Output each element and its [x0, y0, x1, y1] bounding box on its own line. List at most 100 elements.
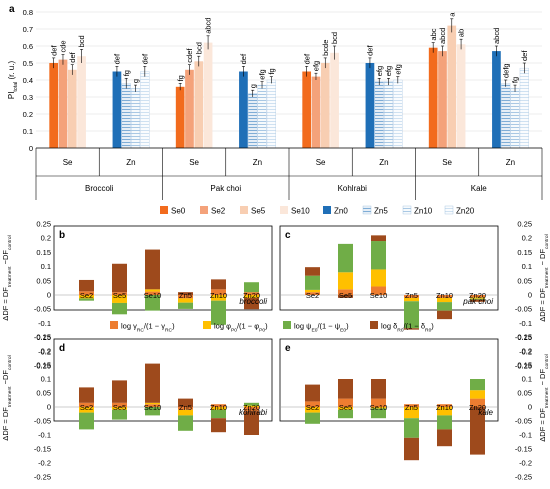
a-bar	[365, 63, 375, 148]
panel-category-label: Se2	[306, 403, 319, 412]
panel-category-label: Se5	[113, 291, 126, 300]
panel-frame-d	[53, 338, 273, 422]
panel-d-stack-segment	[112, 409, 127, 420]
panel-c-stack-segment	[371, 269, 386, 287]
a-significance-letter: a	[447, 12, 456, 17]
panel-b-stack-segment	[112, 295, 127, 303]
right-ylabel-bottom: ΔDF = DFtreatment − DFcontrol	[538, 354, 550, 441]
a-significance-letter: bcd	[330, 32, 339, 44]
a-significance-letter: def	[302, 53, 311, 64]
panel-e-stack-segment	[437, 404, 452, 407]
a-significance-letter: cdef	[185, 48, 194, 63]
panel-c-stack-segment	[371, 241, 386, 270]
a-ytick-label: 0.5	[23, 59, 33, 68]
text-span: )	[265, 322, 268, 331]
component-legend-swatch	[370, 321, 378, 329]
panel-c-stack-segment	[371, 235, 386, 242]
panel-category-label: Se5	[339, 291, 352, 300]
panel-ytick-label: 0	[528, 291, 532, 300]
panel-category-label: Zn5	[179, 403, 192, 412]
panel-ytick-label: -0.1	[38, 431, 51, 440]
panel-c-stack-segment	[404, 295, 419, 298]
a-group-label: Kohlrabi	[338, 184, 368, 193]
a-significance-letter: def	[239, 53, 248, 64]
a-bar	[320, 63, 330, 148]
a-bar	[510, 88, 520, 149]
a-subgroup-label: Se	[63, 158, 73, 167]
panel-category-label: Zn10	[436, 403, 453, 412]
a-significance-letter: def	[366, 45, 375, 56]
a-legend-label: Se2	[211, 207, 226, 216]
panel-d-stack-segment	[145, 363, 160, 403]
panel-e-stack-segment	[305, 384, 320, 402]
a-legend-swatch	[444, 205, 454, 215]
subscript-span: treatment	[544, 387, 550, 408]
panel-c-stack-segment	[470, 298, 485, 300]
a-bar	[447, 25, 457, 149]
panel-b-stack-segment	[244, 292, 259, 295]
a-legend-swatch	[160, 206, 168, 214]
panel-ytick-label: 0.2	[41, 234, 51, 243]
a-significance-letter: efg	[258, 69, 267, 79]
text-span: /(1 − γ	[144, 322, 165, 331]
text-span: ΔDF = DF	[538, 288, 547, 322]
panel-d-stack-segment	[145, 402, 160, 405]
panel-ytick-label: 0.15	[36, 361, 51, 370]
panel-e-stack-segment	[404, 407, 419, 419]
a-significance-letter: bcde	[321, 40, 330, 56]
a-significance-letter: abcd	[438, 28, 447, 44]
a-subgroup-label: Zn	[379, 158, 388, 167]
panel-c-stack-segment	[437, 297, 452, 303]
right-ylabel-top: ΔDF = DFtreatment − DFcontrol	[538, 234, 550, 321]
a-subgroup-label: Se	[442, 158, 452, 167]
panel-ytick-label: 0.25	[36, 220, 51, 229]
panel-d-stack-segment	[112, 407, 127, 410]
a-bar	[49, 63, 59, 148]
panel-c-stack-segment	[305, 292, 320, 295]
panel-frame-c	[279, 225, 499, 311]
panel-d-stack-segment	[211, 418, 226, 433]
panel-b-stack-segment	[145, 295, 160, 311]
panel-d-stack-segment	[211, 407, 226, 410]
a-significance-letter: ab	[457, 29, 466, 37]
panel-d-stack-segment	[244, 411, 259, 435]
a-legend-label: Zn10	[414, 207, 433, 216]
panel-e-stack-segment	[404, 418, 419, 438]
panel-label-c: c	[285, 230, 291, 241]
a-bar	[374, 81, 384, 149]
panel-c-stack-segment	[437, 295, 452, 298]
component-legend-swatch	[203, 321, 211, 329]
a-legend-swatch	[240, 206, 248, 214]
a-legend-swatch	[280, 206, 288, 214]
a-significance-letter: g	[248, 84, 257, 88]
a-group-label: Kale	[471, 184, 488, 193]
a-bar	[194, 61, 204, 148]
panel-ytick-label: 0	[47, 403, 51, 412]
a-significance-letter: efg	[384, 66, 393, 76]
a-ytick-label: 0.3	[23, 93, 33, 102]
a-legend-swatch	[362, 205, 372, 215]
panel-ytick-label: -0.15	[515, 445, 532, 454]
subscript-span: treatment	[7, 266, 13, 287]
a-significance-letter: def	[520, 50, 529, 61]
a-bar	[140, 71, 150, 149]
a-bar	[438, 51, 447, 148]
panel-ytick-label: 0.1	[41, 375, 51, 384]
a-bar	[393, 79, 403, 149]
panel-e-stack-segment	[305, 407, 320, 413]
panel-category-label: Zn20	[469, 403, 486, 412]
a-bar	[239, 71, 248, 148]
a-subgroup-label: Se	[316, 158, 326, 167]
panel-ytick-label: 0.1	[41, 262, 51, 271]
panel-ytick-label: -0.25	[34, 362, 51, 371]
text-span: )	[346, 322, 349, 331]
panel-ytick-label: -0.1	[519, 319, 532, 328]
a-bar	[67, 69, 77, 148]
a-significance-letter: fg	[511, 77, 520, 83]
panel-b-stack-segment	[244, 282, 259, 293]
left-ylabel-bottom: ΔDF = DFtreatment −DFcontrol	[1, 355, 13, 440]
a-bar	[257, 84, 267, 149]
panel-ytick-label: 0.2	[522, 347, 532, 356]
a-bar	[58, 59, 68, 148]
panel-b-stack-segment	[79, 295, 94, 299]
